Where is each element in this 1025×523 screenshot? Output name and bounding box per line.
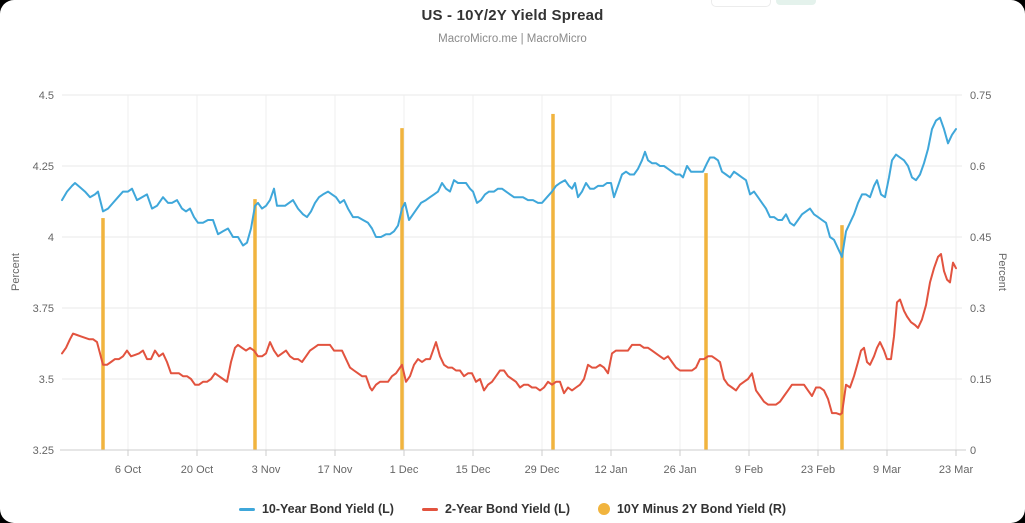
x-tick-label: 17 Nov bbox=[318, 464, 353, 476]
x-tick-label: 9 Feb bbox=[735, 464, 763, 476]
legend-label: 10-Year Bond Yield (L) bbox=[261, 502, 394, 516]
spread-legend-marker-icon bbox=[597, 503, 610, 515]
left-tick-label: 3.75 bbox=[33, 303, 54, 315]
ten-year-legend-marker-icon bbox=[238, 507, 255, 511]
x-tick-label: 9 Mar bbox=[873, 464, 901, 476]
legend-item-10y[interactable]: 10-Year Bond Yield (L) bbox=[238, 502, 394, 516]
x-tick-label: 6 Oct bbox=[115, 464, 141, 476]
right-tick-label: 0.6 bbox=[970, 161, 985, 173]
legend-label: 10Y Minus 2Y Bond Yield (R) bbox=[616, 502, 787, 516]
left-tick-label: 4.25 bbox=[33, 161, 54, 173]
x-tick-label: 23 Mar bbox=[939, 464, 974, 476]
right-tick-label: 0.45 bbox=[970, 232, 991, 244]
spread-bar[interactable] bbox=[704, 173, 708, 450]
top-edge-artifact-right bbox=[776, 0, 816, 5]
left-tick-label: 4.5 bbox=[39, 90, 54, 102]
legend-item-spread[interactable]: 10Y Minus 2Y Bond Yield (R) bbox=[597, 502, 787, 516]
x-tick-label: 29 Dec bbox=[525, 464, 560, 476]
x-tick-label: 26 Jan bbox=[663, 464, 696, 476]
chart-subtitle: MacroMicro.me | MacroMicro bbox=[438, 33, 587, 45]
chart-title: US - 10Y/2Y Yield Spread bbox=[421, 7, 604, 24]
x-tick-label: 1 Dec bbox=[390, 464, 419, 476]
spread-bar[interactable] bbox=[840, 225, 844, 450]
legend: 10-Year Bond Yield (L) 2-Year Bond Yield… bbox=[0, 498, 1025, 520]
x-tick-label: 23 Feb bbox=[801, 464, 835, 476]
x-tick-label: 12 Jan bbox=[594, 464, 627, 476]
spread-bar[interactable] bbox=[101, 218, 105, 450]
right-tick-label: 0.75 bbox=[970, 90, 991, 102]
right-tick-label: 0.15 bbox=[970, 374, 991, 386]
right-tick-label: 0 bbox=[970, 445, 976, 457]
left-tick-label: 3.5 bbox=[39, 374, 54, 386]
legend-label: 2-Year Bond Yield (L) bbox=[444, 502, 570, 516]
x-tick-label: 15 Dec bbox=[456, 464, 491, 476]
spread-bar[interactable] bbox=[400, 128, 404, 450]
spread-bar[interactable] bbox=[551, 113, 555, 450]
left-tick-label: 3.25 bbox=[33, 445, 54, 457]
right-tick-label: 0.3 bbox=[970, 303, 985, 315]
left-axis-title: Percent bbox=[10, 253, 22, 291]
right-axis-title: Percent bbox=[996, 253, 1008, 291]
left-tick-label: 4 bbox=[48, 232, 54, 244]
spread-bar[interactable] bbox=[253, 199, 257, 450]
two-year-yield-line[interactable] bbox=[61, 253, 957, 416]
legend-item-2y[interactable]: 2-Year Bond Yield (L) bbox=[421, 502, 570, 516]
top-edge-artifact-left bbox=[711, 0, 771, 7]
two-year-legend-marker-icon bbox=[421, 507, 438, 511]
ten-year-yield-line[interactable] bbox=[61, 116, 957, 258]
x-tick-label: 3 Nov bbox=[252, 464, 281, 476]
x-tick-label: 20 Oct bbox=[181, 464, 213, 476]
